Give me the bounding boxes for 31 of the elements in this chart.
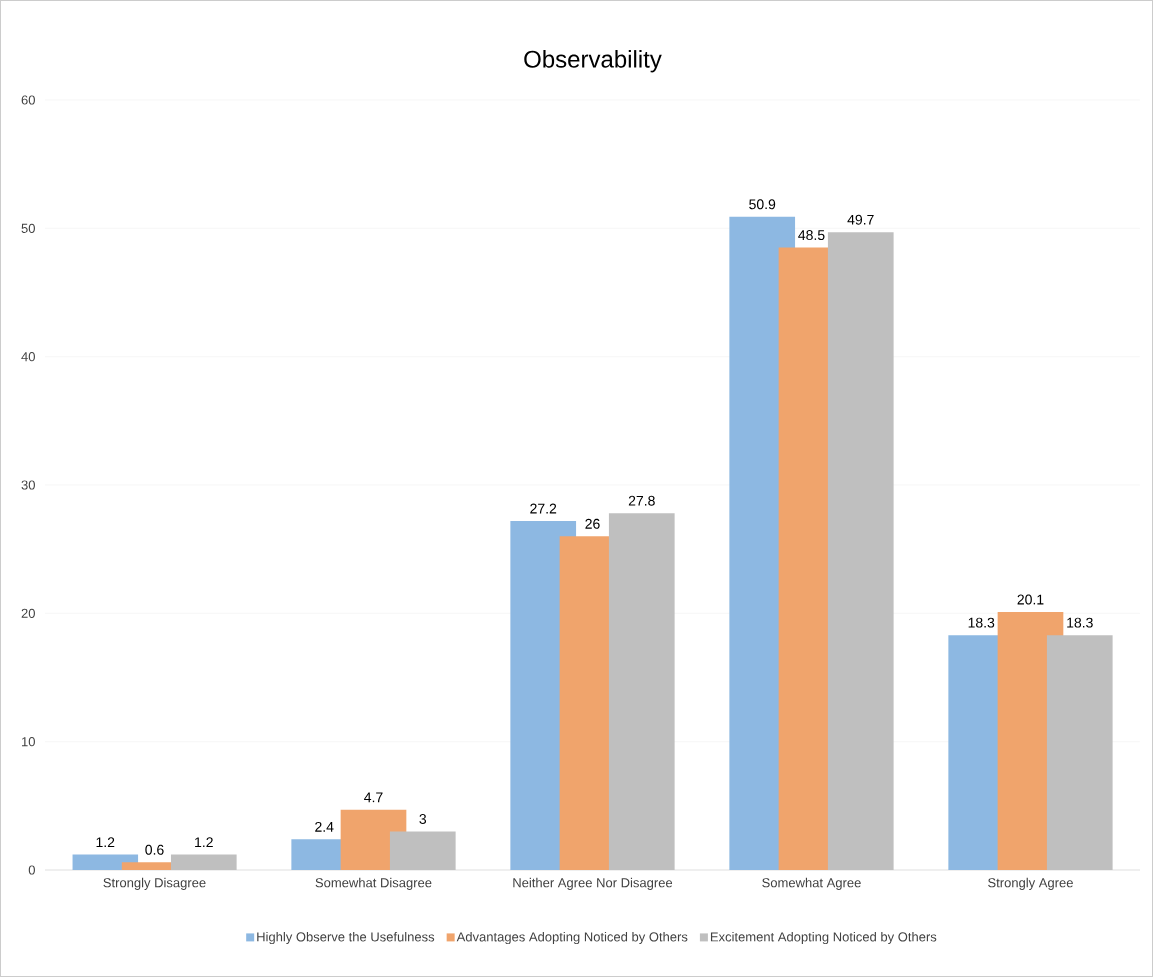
legend-label: Excitement Adopting Noticed by Others <box>710 931 937 945</box>
y-tick-label: 0 <box>28 865 35 875</box>
x-tick-label: Neither Agree Nor Disagree <box>513 877 673 890</box>
x-tick-label: Strongly Agree <box>988 877 1073 890</box>
data-label: 18.3 <box>968 617 995 628</box>
data-label: 4.7 <box>364 792 383 803</box>
data-label: 18.3 <box>1067 617 1093 628</box>
x-tick-label: Somewhat Agree <box>762 877 861 890</box>
data-label: 50.9 <box>749 199 776 210</box>
y-tick-label: 50 <box>21 223 35 233</box>
y-tick-label: 10 <box>22 737 35 747</box>
x-tick-label: Strongly Disagree <box>103 877 206 890</box>
data-label: 1.2 <box>96 837 115 848</box>
data-label: 1.2 <box>195 837 213 848</box>
data-label: 2.4 <box>315 821 334 832</box>
y-tick-label: 40 <box>21 352 35 362</box>
y-tick-label: 20 <box>21 608 35 618</box>
y-tick-label: 30 <box>21 480 35 490</box>
data-label: 48.5 <box>798 230 825 241</box>
data-label: 3 <box>419 814 427 824</box>
legend-label: Highly Observe the Usefulness <box>257 931 435 945</box>
chart-title: Observability <box>524 50 662 73</box>
data-label: 0.6 <box>145 844 164 855</box>
data-label: 49.7 <box>847 214 874 225</box>
y-tick-label: 60 <box>21 95 35 105</box>
x-tick-label: Somewhat Disagree <box>315 877 432 890</box>
data-label: 27.2 <box>530 503 557 514</box>
legend-label: Advantages Adopting Noticed by Others <box>456 931 688 945</box>
data-label: 27.8 <box>628 495 655 506</box>
data-label: 26 <box>585 518 600 529</box>
data-label: 20.1 <box>1017 594 1044 605</box>
